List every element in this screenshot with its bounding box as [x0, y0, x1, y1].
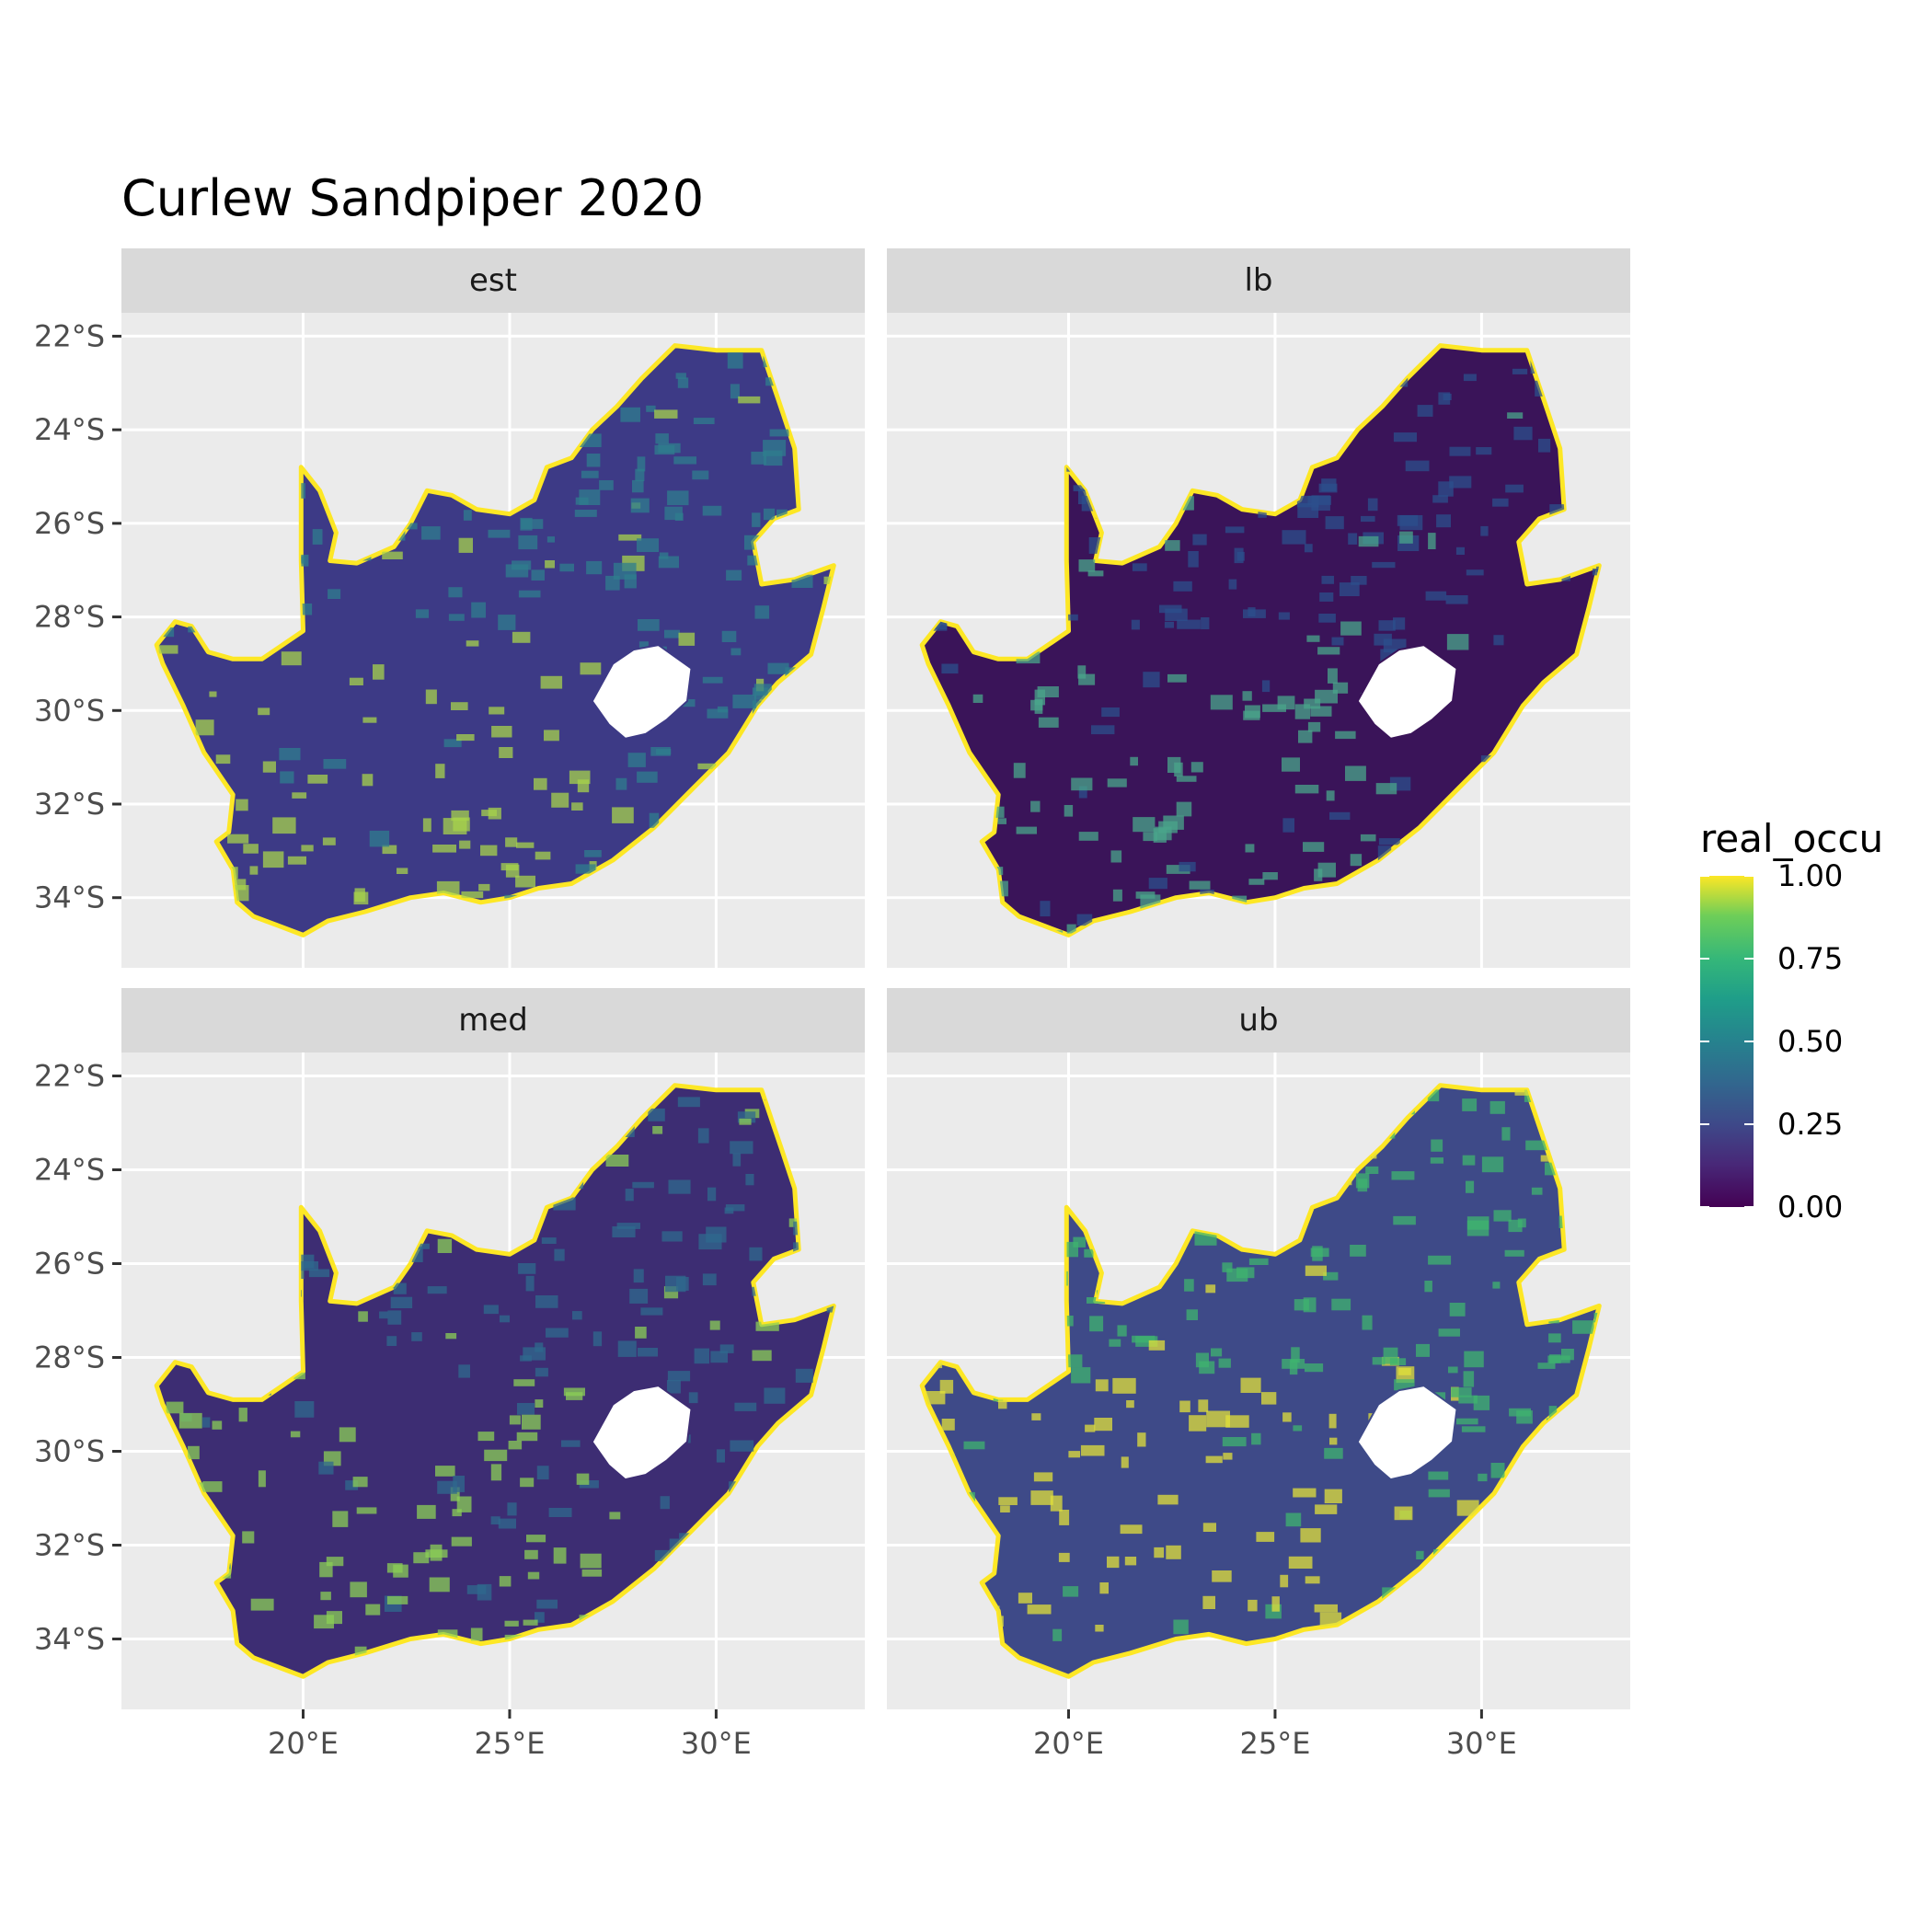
y-tick-label: 30°S	[34, 693, 105, 728]
facet-panel-med: med	[121, 988, 865, 1709]
x-tick-label: 20°E	[1033, 1726, 1104, 1761]
figure-title: Curlew Sandpiper 2020	[121, 169, 704, 227]
legend-label: 0.00	[1777, 1190, 1843, 1225]
y-tick-label: 32°S	[34, 787, 105, 822]
y-tick-label: 24°S	[34, 412, 105, 447]
legend-title: real_occu	[1700, 816, 1883, 861]
facet-strip-label: lb	[1244, 262, 1272, 299]
facet-panel-ub: ub	[887, 988, 1630, 1709]
facet-strip	[887, 988, 1630, 1052]
x-tick-label: 25°E	[474, 1726, 545, 1761]
x-axis: 20°E 25°E 30°E 20°E 25°E 30°E	[268, 1709, 1517, 1761]
y-tick-label: 22°S	[34, 318, 105, 353]
facet-strip-label: ub	[1238, 1002, 1278, 1039]
y-tick-label: 32°S	[34, 1528, 105, 1563]
legend-label: 1.00	[1777, 858, 1843, 893]
y-tick-label: 24°S	[34, 1153, 105, 1188]
facet-panels: est lb med ub	[121, 248, 1630, 1709]
lesotho-hole	[591, 644, 693, 740]
y-tick-label: 34°S	[34, 1622, 105, 1657]
lesotho-hole	[591, 1385, 693, 1481]
facet-panel-est: est	[121, 248, 865, 968]
y-tick-label: 30°S	[34, 1434, 105, 1469]
y-tick-label: 34°S	[34, 880, 105, 915]
x-tick-label: 30°E	[1446, 1726, 1517, 1761]
legend-label: 0.75	[1777, 941, 1843, 976]
x-tick-label: 20°E	[268, 1726, 339, 1761]
legend-label: 0.50	[1777, 1024, 1843, 1059]
y-axis: 22°S 24°S 26°S 28°S 30°S 32°S 34°S 22°S 24°S 26°S…	[34, 318, 121, 1657]
facet-strip	[887, 248, 1630, 313]
facet-panel-lb: lb	[887, 248, 1630, 968]
lesotho-hole	[1356, 644, 1458, 740]
x-tick-label: 30°E	[681, 1726, 752, 1761]
facet-strip-label: est	[469, 262, 517, 299]
colorbar-legend: real_occu 1.00 0.75 0.50 0.25 0.00	[1700, 816, 1883, 1225]
lesotho-hole	[1356, 1385, 1458, 1481]
y-tick-label: 26°S	[34, 1247, 105, 1282]
facet-strip	[121, 988, 865, 1052]
y-tick-label: 28°S	[34, 600, 105, 635]
y-tick-label: 28°S	[34, 1340, 105, 1375]
x-tick-label: 25°E	[1239, 1726, 1310, 1761]
y-tick-label: 26°S	[34, 506, 105, 541]
facet-strip	[121, 248, 865, 313]
legend-label: 0.25	[1777, 1107, 1843, 1142]
facet-strip-label: med	[458, 1002, 528, 1039]
y-tick-label: 22°S	[34, 1059, 105, 1094]
